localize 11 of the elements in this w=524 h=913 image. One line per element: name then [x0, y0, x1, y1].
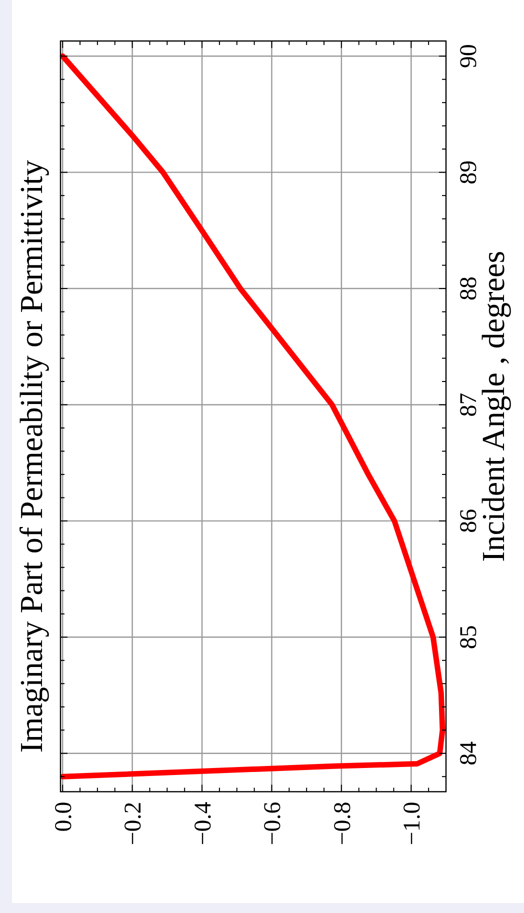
x-tick-label: 0.0 — [50, 802, 77, 832]
y-tick-label: 89 — [456, 160, 482, 184]
x-tick-label: −0.8 — [330, 802, 356, 846]
x-tick-label: −0.6 — [260, 802, 286, 846]
y-tick-label: 84 — [456, 741, 482, 766]
x-tick-label: −0.2 — [120, 802, 147, 846]
text: Imaginary Part of Permeability or Permittivity — [13, 160, 49, 753]
x-tick-label: −0.4 — [190, 802, 216, 846]
y-tick-label: 85 — [456, 625, 482, 650]
y-tick-label: 90 — [456, 44, 482, 68]
x-tick-label: −1.0 — [400, 802, 426, 846]
